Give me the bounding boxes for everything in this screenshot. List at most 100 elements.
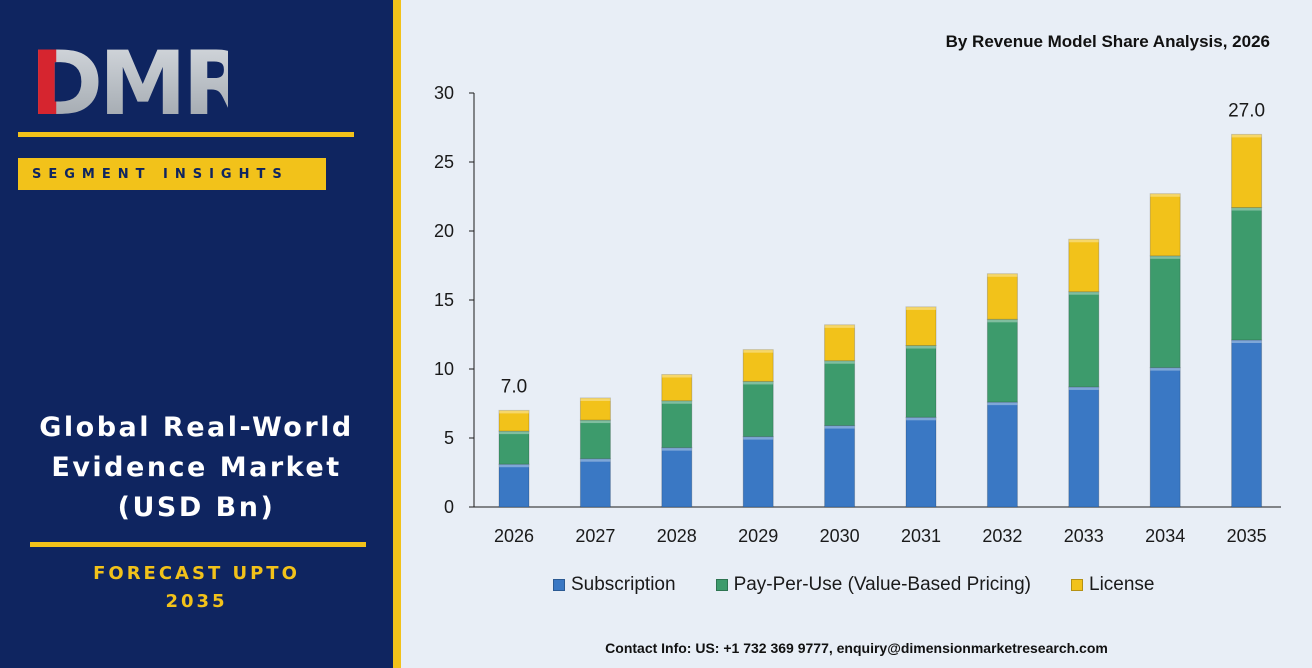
bar-segment-highlight (499, 410, 529, 414)
y-tick-label: 5 (444, 428, 454, 448)
bar-segment (905, 345, 937, 418)
x-tick-label: 2033 (1064, 526, 1104, 546)
bar-segment-highlight (1150, 193, 1181, 197)
bar-segment-highlight (661, 400, 692, 404)
bar-segment-highlight (661, 374, 692, 378)
bar-segment (1149, 367, 1181, 508)
bar-segment-highlight (1150, 367, 1181, 371)
divider-stripe (393, 0, 401, 668)
bar-segment-highlight (661, 447, 692, 451)
x-tick-label: 2034 (1145, 526, 1185, 546)
bar-segment-highlight (580, 397, 611, 401)
bar-segment (986, 401, 1018, 508)
bar-segment (498, 463, 530, 508)
bar-segment (579, 397, 611, 421)
bar-segment-highlight (1231, 134, 1262, 138)
bar-segment (742, 436, 774, 508)
x-tick-label: 2030 (820, 526, 860, 546)
bar-segment-highlight (824, 360, 855, 364)
bar-segment-highlight (580, 458, 611, 462)
x-tick-label: 2027 (575, 526, 615, 546)
y-tick-label: 30 (434, 83, 454, 103)
bar-segment (824, 425, 856, 508)
data-label: 7.0 (501, 376, 527, 397)
bar-segment (1231, 207, 1263, 341)
x-tick-label: 2026 (494, 526, 534, 546)
bar-segment (661, 374, 693, 402)
bar-segment-highlight (743, 381, 774, 385)
bar-segment (1231, 133, 1263, 209)
forecast-line: FORECAST UPTO (93, 563, 300, 584)
bar-segment-highlight (987, 402, 1018, 406)
title-rule (30, 542, 366, 547)
dmr-logo: DMR D (30, 34, 228, 124)
logo-rule (18, 132, 354, 137)
y-tick-label: 25 (434, 152, 454, 172)
bar-segment-highlight (906, 345, 936, 349)
bar-segment (579, 458, 611, 508)
bar-segment-highlight (987, 319, 1018, 323)
bar-segment (986, 318, 1018, 403)
data-label: 27.0 (1228, 100, 1265, 121)
forecast-label: FORECAST UPTO 2035 (0, 560, 393, 616)
bar-segment (905, 416, 937, 508)
bar-segment-highlight (1150, 255, 1181, 259)
bar-segment (1068, 238, 1100, 293)
bar-segment-highlight (743, 349, 774, 353)
bar-segment-highlight (824, 324, 855, 328)
legend-label: License (1089, 574, 1155, 595)
bar-segment-highlight (1068, 291, 1099, 295)
chart-title: By Revenue Model Share Analysis, 2026 (945, 32, 1270, 51)
market-title-line: Global Real-World (39, 412, 354, 443)
bar-segment (1068, 291, 1100, 388)
legend-item: Pay-Per-Use (Value-Based Pricing) (715, 574, 1031, 596)
bar-segment (824, 324, 856, 362)
market-title-line: (USD Bn) (117, 492, 276, 523)
y-tick-label: 15 (434, 290, 454, 310)
bar-segment (1068, 386, 1100, 508)
legend-item: Subscription (553, 574, 676, 596)
x-tick-label: 2029 (738, 526, 778, 546)
market-title: Global Real-World Evidence Market (USD B… (0, 408, 393, 528)
bar-segment (1231, 339, 1263, 508)
bar-segment-highlight (824, 425, 855, 429)
bar-segment (1149, 193, 1181, 257)
x-tick-label: 2035 (1227, 526, 1267, 546)
legend-item: License (1071, 574, 1155, 596)
bar-segment-highlight (1231, 340, 1262, 344)
legend-label: Subscription (571, 574, 676, 595)
y-tick-label: 20 (434, 221, 454, 241)
stacked-bar-chart: 0 5 10 15 20 25 30 2026 2027 2028 2029 2030 2031 2032… (434, 83, 1281, 546)
bar-segment-highlight (743, 436, 774, 440)
legend-swatch (715, 579, 728, 591)
legend-swatch (1071, 579, 1083, 591)
x-tick-label: 2032 (982, 526, 1022, 546)
bar-segment-highlight (1231, 207, 1262, 211)
left-panel: DMR D SEGMENT INSIGHTS Global Real-World… (0, 0, 393, 668)
forecast-line: 2035 (165, 591, 228, 612)
bar-segment (905, 306, 937, 347)
bar-segment-highlight (906, 417, 936, 421)
logo-text: DMR (30, 34, 228, 124)
bar-segment (742, 380, 774, 438)
segment-insights-badge: SEGMENT INSIGHTS (18, 158, 326, 190)
bar-segment-highlight (499, 464, 529, 468)
bar-segment-highlight (499, 431, 529, 435)
bar-segment (498, 409, 530, 432)
bar-segment-highlight (1068, 239, 1099, 243)
y-tick-label: 10 (434, 359, 454, 379)
bar-segment-highlight (987, 273, 1018, 277)
y-tick-label: 0 (444, 497, 454, 517)
bar-segment (824, 360, 856, 427)
legend-swatch (553, 579, 565, 591)
bar-segment (986, 273, 1018, 320)
x-tick-label: 2028 (657, 526, 697, 546)
bar-segment (1149, 255, 1181, 369)
bar-segment (742, 349, 774, 382)
bar-segment-highlight (580, 420, 611, 424)
bar-segment (498, 430, 530, 465)
bar-segment (661, 400, 693, 449)
chart-legend: Subscription Pay-Per-Use (Value-Based Pri… (553, 574, 1195, 596)
contact-info: Contact Info: US: +1 732 369 9777, enqui… (605, 640, 1108, 656)
legend-label: Pay-Per-Use (Value-Based Pricing) (733, 574, 1031, 595)
